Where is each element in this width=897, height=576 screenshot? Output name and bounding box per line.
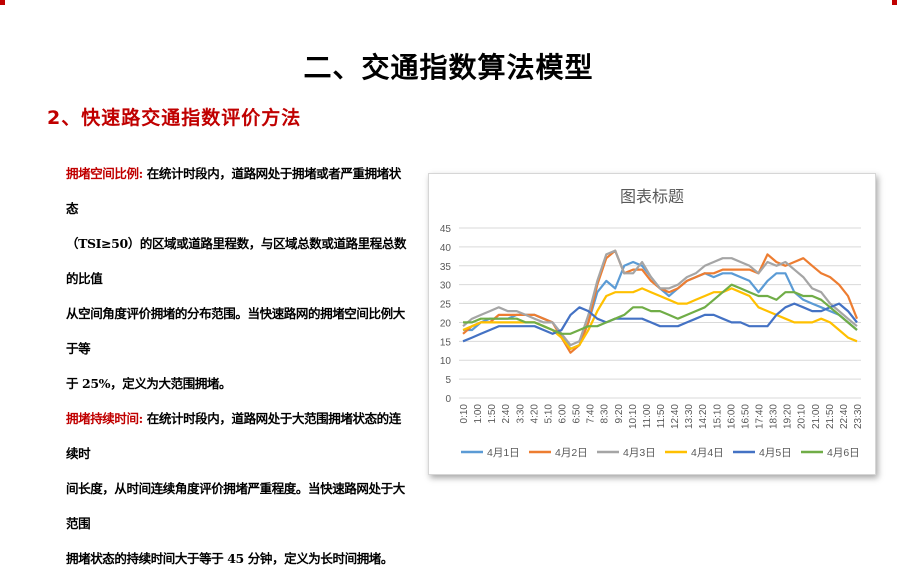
x-tick-label: 3:30 xyxy=(515,404,526,424)
legend-label: 4月6日 xyxy=(827,447,860,459)
text-line: 在统计时段内，道路网处于大范围拥堵状态的连续时 xyxy=(66,411,401,461)
legend-label: 4月5日 xyxy=(759,447,792,459)
text-line: （TSI≥50）的区域或道路里程数，与区域总数或道路里程总数的比值 xyxy=(66,236,407,286)
y-tick-label: 30 xyxy=(440,281,452,292)
x-tick-label: 18:30 xyxy=(769,404,780,429)
text-line: 从空间角度评价拥堵的分布范围。当快速路网的拥堵空间比例大于等 xyxy=(66,306,405,356)
y-tick-label: 35 xyxy=(440,262,452,273)
x-tick-label: 21:50 xyxy=(825,404,836,429)
x-tick-label: 5:10 xyxy=(543,404,554,424)
text-line: 间长度，从时间连续角度评价拥堵严重程度。当快速路网处于大范围 xyxy=(66,481,405,531)
x-tick-label: 6:50 xyxy=(572,404,583,424)
series-line-4 xyxy=(462,287,858,350)
x-tick-label: 20:10 xyxy=(797,404,808,429)
x-tick-label: 10:10 xyxy=(628,404,639,429)
y-tick-label: 40 xyxy=(440,243,452,254)
x-tick-label: 4:20 xyxy=(529,404,540,424)
y-tick-label: 15 xyxy=(440,337,452,348)
x-tick-label: 1:00 xyxy=(473,404,484,424)
chart-canvas: 图表标题 0 5 10 15 20 25 30 35 40 45 0:10 1:00 1:50 2:40 3:… xyxy=(440,188,864,459)
x-tick-label: 16:50 xyxy=(740,404,751,429)
y-tick-label: 5 xyxy=(445,375,451,386)
x-tick-label: 11:50 xyxy=(656,404,667,429)
x-tick-label: 6:00 xyxy=(558,404,569,424)
legend-label: 4月4日 xyxy=(691,447,724,459)
x-tick-label: 2:40 xyxy=(501,404,512,424)
y-tick-label: 10 xyxy=(440,356,452,367)
text-line: 在统计时段内，道路网处于拥堵或者严重拥堵状态 xyxy=(66,166,401,216)
corner-mark-right xyxy=(892,0,897,5)
series-line-3 xyxy=(462,249,858,347)
x-tick-label: 12:40 xyxy=(670,404,681,429)
x-tick-label: 11:00 xyxy=(642,404,653,429)
text-line: 于 25%，定义为大范围拥堵。 xyxy=(66,376,232,391)
x-tick-label: 16:00 xyxy=(726,404,737,429)
y-tick-label: 25 xyxy=(440,300,452,311)
x-tick-label: 1:50 xyxy=(487,404,498,424)
x-tick-label: 21:00 xyxy=(811,404,822,429)
series-line-6 xyxy=(463,283,858,335)
chart-title: 图表标题 xyxy=(620,188,684,206)
term-label: 拥堵空间比例: xyxy=(66,166,143,181)
corner-mark-left xyxy=(0,0,5,5)
slide-title: 二、交通指数算法模型 xyxy=(303,51,594,84)
section-subtitle: 2、快速路交通指数评价方法 xyxy=(47,107,302,129)
text-line: 拥堵状态的持续时间大于等于 45 分钟，定义为长时间拥堵。 xyxy=(66,551,393,566)
x-tick-label: 8:30 xyxy=(600,404,611,424)
paragraph-congestion-duration: 拥堵持续时间: 在统计时段内，道路网处于大范围拥堵状态的连续时 xyxy=(66,401,411,471)
x-tick-label: 22:40 xyxy=(839,404,850,429)
x-tick-label: 14:20 xyxy=(698,404,709,429)
y-tick-label: 0 xyxy=(445,394,451,405)
definition-text: 拥堵空间比例: 在统计时段内，道路网处于拥堵或者严重拥堵状态 （TSI≥50）的… xyxy=(66,156,411,576)
x-tick-label: 19:20 xyxy=(783,404,794,429)
series-line-5 xyxy=(462,302,858,343)
y-tick-label: 20 xyxy=(440,318,452,329)
traffic-index-chart: 图表标题 0 5 10 15 20 25 30 35 40 45 0:10 1:00 1:50 2:40 3:… xyxy=(428,173,876,475)
y-tick-label: 45 xyxy=(440,224,452,235)
legend-label: 4月1日 xyxy=(487,447,520,459)
legend-label: 4月3日 xyxy=(623,447,656,459)
x-tick-label: 9:20 xyxy=(614,404,625,424)
paragraph-congestion-space-ratio: 拥堵空间比例: 在统计时段内，道路网处于拥堵或者严重拥堵状态 xyxy=(66,156,411,226)
term-label: 拥堵持续时间: xyxy=(66,411,143,426)
x-tick-label: 15:10 xyxy=(712,404,723,429)
legend-label: 4月2日 xyxy=(555,447,588,459)
x-tick-label: 23:30 xyxy=(853,404,864,429)
x-tick-label: 0:10 xyxy=(459,404,470,424)
x-tick-label: 17:40 xyxy=(755,404,766,429)
x-tick-label: 7:40 xyxy=(586,404,597,424)
x-tick-label: 13:30 xyxy=(684,404,695,429)
